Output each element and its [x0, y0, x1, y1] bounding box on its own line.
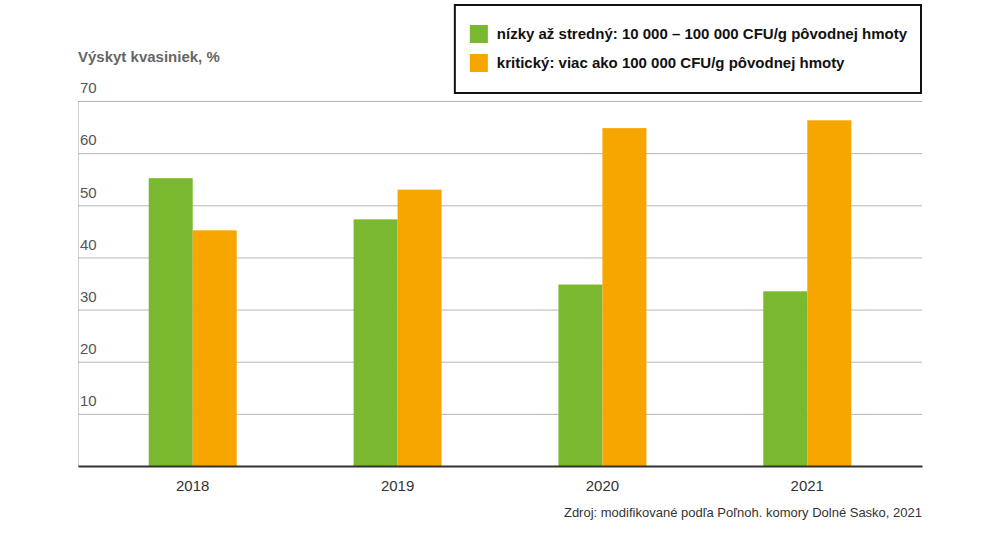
bars [149, 120, 852, 466]
source-note: Zdroj: modifikované podľa Poľnoh. komory… [564, 505, 922, 520]
y-tick-label: 20 [80, 340, 97, 357]
series-bars [149, 178, 808, 466]
bar [398, 190, 442, 466]
x-tick-label: 2019 [381, 477, 414, 494]
x-axis: 2018 2019 2020 2021 [79, 467, 923, 494]
y-tick-label: 50 [80, 184, 97, 201]
x-tick: 2019 [381, 477, 414, 494]
x-tick: 2020 [586, 477, 619, 494]
y-tick-label: 60 [80, 131, 97, 148]
x-tick-label: 2018 [176, 477, 209, 494]
x-tick-label: 2021 [791, 477, 824, 494]
y-axis-title: Výskyt kvasiniek, % [78, 48, 220, 65]
x-tick: 2018 [176, 477, 209, 494]
y-axis-line [79, 102, 923, 467]
grid-line [78, 101, 922, 102]
y-tick: 60 [78, 131, 922, 153]
x-tick: 2021 [791, 477, 824, 494]
bar [602, 128, 646, 466]
y-tick-label: 10 [80, 392, 97, 409]
y-tick-label: 40 [80, 236, 97, 253]
y-axis: 10 20 30 40 50 60 70 [78, 79, 922, 466]
bar [193, 230, 237, 466]
y-tick-label: 70 [80, 79, 97, 96]
bar [763, 291, 807, 466]
series-bars [193, 120, 852, 466]
grid-line [78, 205, 922, 206]
x-axis-line [79, 466, 923, 468]
y-tick-label: 30 [80, 288, 97, 305]
grid-line [78, 153, 922, 154]
y-tick: 50 [78, 184, 922, 206]
legend-swatch [470, 25, 488, 43]
legend-label: nízky až stredný: 10 000 – 100 000 CFU/g… [497, 25, 908, 42]
bar [558, 285, 602, 466]
legend-box [455, 5, 921, 93]
chart: 10203040506070Výskyt kvasiniek, %2018201… [0, 0, 1000, 550]
x-tick-label: 2020 [586, 477, 619, 494]
legend: nízky až stredný: 10 000 – 100 000 CFU/g… [455, 5, 921, 93]
legend-label: kritický: viac ako 100 000 CFU/g pôvodne… [497, 54, 845, 71]
bar [149, 178, 193, 466]
bar [807, 120, 851, 466]
legend-swatch [470, 54, 488, 72]
bar [354, 219, 398, 466]
